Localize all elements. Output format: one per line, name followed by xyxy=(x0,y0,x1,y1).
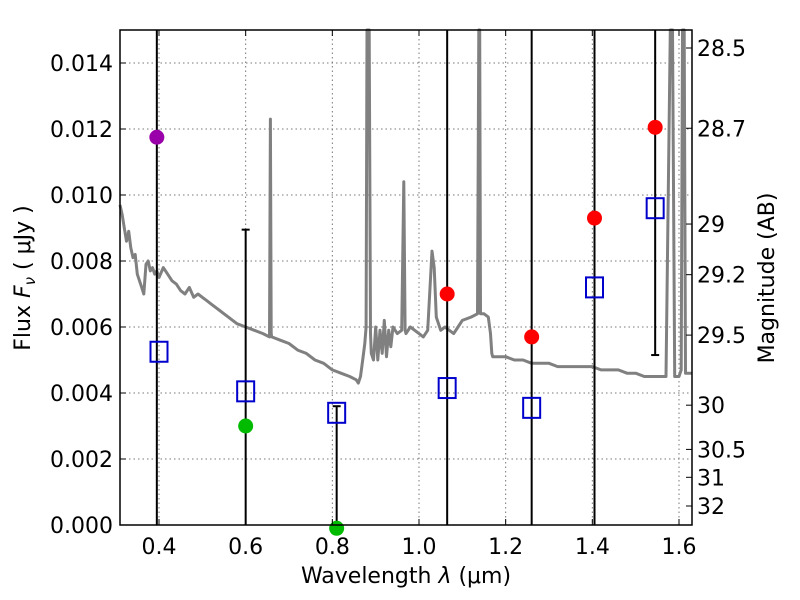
mag-tick-label-2: 29 xyxy=(697,213,725,238)
observed-point-6 xyxy=(647,119,663,135)
x-tick-label-3: 1.0 xyxy=(402,535,437,560)
sed-spectrum xyxy=(118,28,692,385)
x-axis-label: Wavelength λ (μm) xyxy=(301,564,511,589)
x-tick-label-2: 0.8 xyxy=(315,535,350,560)
x-tick-label-4: 1.2 xyxy=(488,535,523,560)
x-tick-label-1: 0.6 xyxy=(228,535,263,560)
observed-point-3 xyxy=(439,286,455,302)
model-square-3 xyxy=(437,377,457,400)
error-bars xyxy=(155,30,660,525)
observed-point-0 xyxy=(149,129,165,145)
y-tick-label-3: 0.006 xyxy=(50,316,113,341)
sed-spectrum-line xyxy=(118,28,692,385)
model-square-0 xyxy=(149,340,169,363)
observed-point-2 xyxy=(329,520,345,536)
x-tick-label-5: 1.4 xyxy=(575,535,610,560)
y-tick-label-2: 0.004 xyxy=(50,382,113,407)
plot-frame xyxy=(119,29,693,526)
y-tick-label-1: 0.002 xyxy=(50,448,113,473)
model-square-1 xyxy=(236,380,256,403)
mag-tick-label-6: 30.5 xyxy=(697,438,746,463)
model-square-5 xyxy=(585,276,604,299)
y-tick-label-0: 0.000 xyxy=(50,514,113,539)
model-square-4 xyxy=(522,396,542,419)
model-flux-squares xyxy=(149,197,665,424)
model-square-6 xyxy=(645,197,665,220)
mag-tick-label-0: 28.5 xyxy=(697,37,746,62)
y-tick-label-4: 0.008 xyxy=(50,250,113,275)
observed-point-4 xyxy=(524,329,540,345)
mag-tick-label-5: 30 xyxy=(697,394,725,419)
mag-tick-label-7: 31 xyxy=(697,466,725,491)
magnitude-axis-label: Magnitude (AB) xyxy=(755,193,780,364)
x-tick-label-6: 1.6 xyxy=(662,535,697,560)
axis-ticks: 0.4 0.6 0.8 1.0 1.2 1.4 1.6 0.000 0.002 0.004 0.00… xyxy=(50,30,746,560)
observed-point-1 xyxy=(238,418,254,434)
x-tick-label-0: 0.4 xyxy=(142,535,177,560)
mag-tick-label-4: 29.5 xyxy=(697,324,746,349)
observed-point-5 xyxy=(587,210,602,226)
mag-tick-label-1: 28.7 xyxy=(697,117,746,142)
y-tick-label-5: 0.010 xyxy=(50,184,113,209)
y-axis-label: Flux Fν ( μJy ) xyxy=(11,205,39,350)
y-tick-label-7: 0.014 xyxy=(50,52,113,77)
mag-tick-label-3: 29.2 xyxy=(697,264,746,289)
y-tick-label-6: 0.012 xyxy=(50,118,113,143)
model-square-2 xyxy=(327,401,347,424)
mag-tick-label-8: 32 xyxy=(697,495,725,520)
